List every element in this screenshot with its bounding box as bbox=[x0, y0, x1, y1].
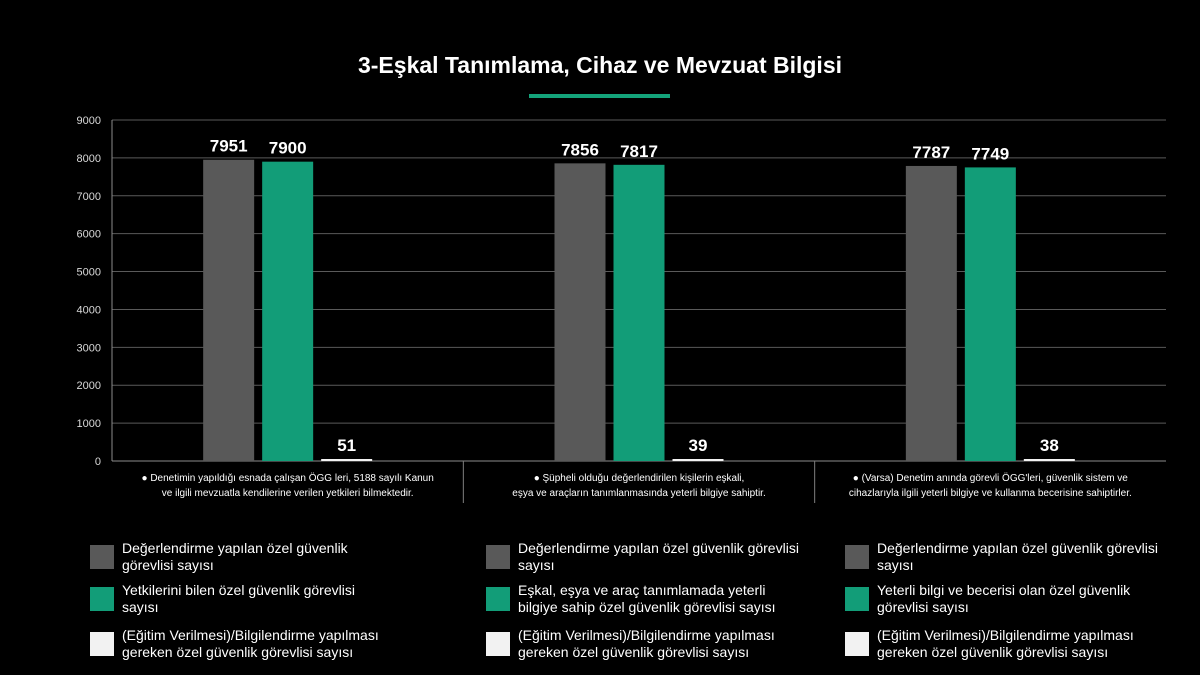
category-label: ● Şüpheli olduğu değerlendirilen kişiler… bbox=[534, 473, 745, 484]
bar bbox=[672, 459, 724, 461]
legend-swatch bbox=[486, 632, 510, 656]
legend-label: Yeterli bilgi ve becerisi olan özel güve… bbox=[877, 582, 1131, 615]
legend-label: (Eğitim Verilmesi)/Bilgilendirme yapılma… bbox=[877, 627, 1134, 660]
legend-item: (Eğitim Verilmesi)/Bilgilendirme yapılma… bbox=[90, 627, 380, 661]
bar bbox=[554, 163, 606, 461]
data-label: 39 bbox=[689, 436, 708, 455]
data-label: 7817 bbox=[620, 142, 658, 161]
category-label: ● (Varsa) Denetim anında görevli ÖGG'ler… bbox=[853, 472, 1129, 484]
bar bbox=[905, 165, 957, 461]
legend-item: Değerlendirme yapılan özel güvenlik göre… bbox=[845, 540, 1175, 574]
legend-swatch bbox=[486, 545, 510, 569]
legend-swatch bbox=[845, 545, 869, 569]
bar bbox=[964, 167, 1016, 462]
legend-item: Değerlendirme yapılan özel güvenlik göre… bbox=[486, 540, 806, 574]
data-label: 51 bbox=[337, 436, 356, 455]
category-label: ve ilgili mevzuatla kendilerine verilen … bbox=[162, 488, 414, 499]
legend-swatch bbox=[90, 632, 114, 656]
y-tick-label: 3000 bbox=[77, 342, 101, 354]
bar bbox=[1023, 459, 1075, 461]
y-tick-label: 0 bbox=[95, 456, 101, 468]
y-tick-label: 2000 bbox=[77, 380, 101, 392]
category-label: eşya ve araçların tanımlanmasında yeterl… bbox=[512, 488, 765, 499]
legend-item: (Eğitim Verilmesi)/Bilgilendirme yapılma… bbox=[486, 627, 806, 661]
bar bbox=[613, 164, 665, 461]
y-tick-label: 1000 bbox=[77, 418, 101, 430]
legend-item: Yetkilerini bilen özel güvenlik görevlis… bbox=[90, 582, 380, 616]
page-title: 3-Eşkal Tanımlama, Cihaz ve Mevzuat Bilg… bbox=[357, 52, 843, 78]
data-label: 7900 bbox=[269, 139, 307, 158]
y-tick-label: 9000 bbox=[77, 115, 101, 127]
data-label: 7951 bbox=[210, 137, 248, 156]
legend-item: Değerlendirme yapılan özel güvenlik göre… bbox=[90, 540, 380, 574]
legend-swatch bbox=[90, 587, 114, 611]
legend-label: Değerlendirme yapılan özel güvenlik göre… bbox=[518, 540, 799, 573]
data-label: 7787 bbox=[912, 143, 950, 162]
legend-item: (Eğitim Verilmesi)/Bilgilendirme yapılma… bbox=[845, 627, 1175, 661]
category-label: ● Denetimin yapıldığı esnada çalışan ÖGG… bbox=[142, 472, 434, 484]
category-label: cihazlarıyla ilgili yeterli bilgiye ve k… bbox=[849, 488, 1132, 499]
legend-item: Yeterli bilgi ve becerisi olan özel güve… bbox=[845, 582, 1175, 616]
bar bbox=[321, 459, 373, 461]
legend-label: (Eğitim Verilmesi)/Bilgilendirme yapılma… bbox=[518, 627, 775, 660]
legend-swatch bbox=[486, 587, 510, 611]
y-tick-label: 7000 bbox=[77, 191, 101, 203]
y-tick-label: 5000 bbox=[77, 267, 101, 279]
legend-swatch bbox=[845, 632, 869, 656]
bar bbox=[262, 161, 314, 461]
bar bbox=[203, 159, 255, 462]
data-label: 38 bbox=[1040, 436, 1059, 455]
y-tick-label: 8000 bbox=[77, 153, 101, 165]
data-label: 7749 bbox=[971, 144, 1009, 163]
legend-label: Değerlendirme yapılan özel güvenlik göre… bbox=[877, 540, 1158, 573]
title-underline bbox=[529, 94, 670, 98]
data-label: 7856 bbox=[561, 140, 599, 159]
legend-label: Eşkal, eşya ve araç tanımlamada yeterli … bbox=[518, 582, 776, 615]
y-tick-label: 4000 bbox=[77, 304, 101, 316]
legend-label: Yetkilerini bilen özel güvenlik görevlis… bbox=[122, 582, 355, 615]
legend-label: (Eğitim Verilmesi)/Bilgilendirme yapılma… bbox=[122, 627, 379, 660]
legend-swatch bbox=[845, 587, 869, 611]
y-tick-label: 6000 bbox=[77, 229, 101, 241]
legend-label: Değerlendirme yapılan özel güvenlik göre… bbox=[122, 540, 348, 573]
legend-item: Eşkal, eşya ve araç tanımlamada yeterli … bbox=[486, 582, 806, 616]
legend-swatch bbox=[90, 545, 114, 569]
